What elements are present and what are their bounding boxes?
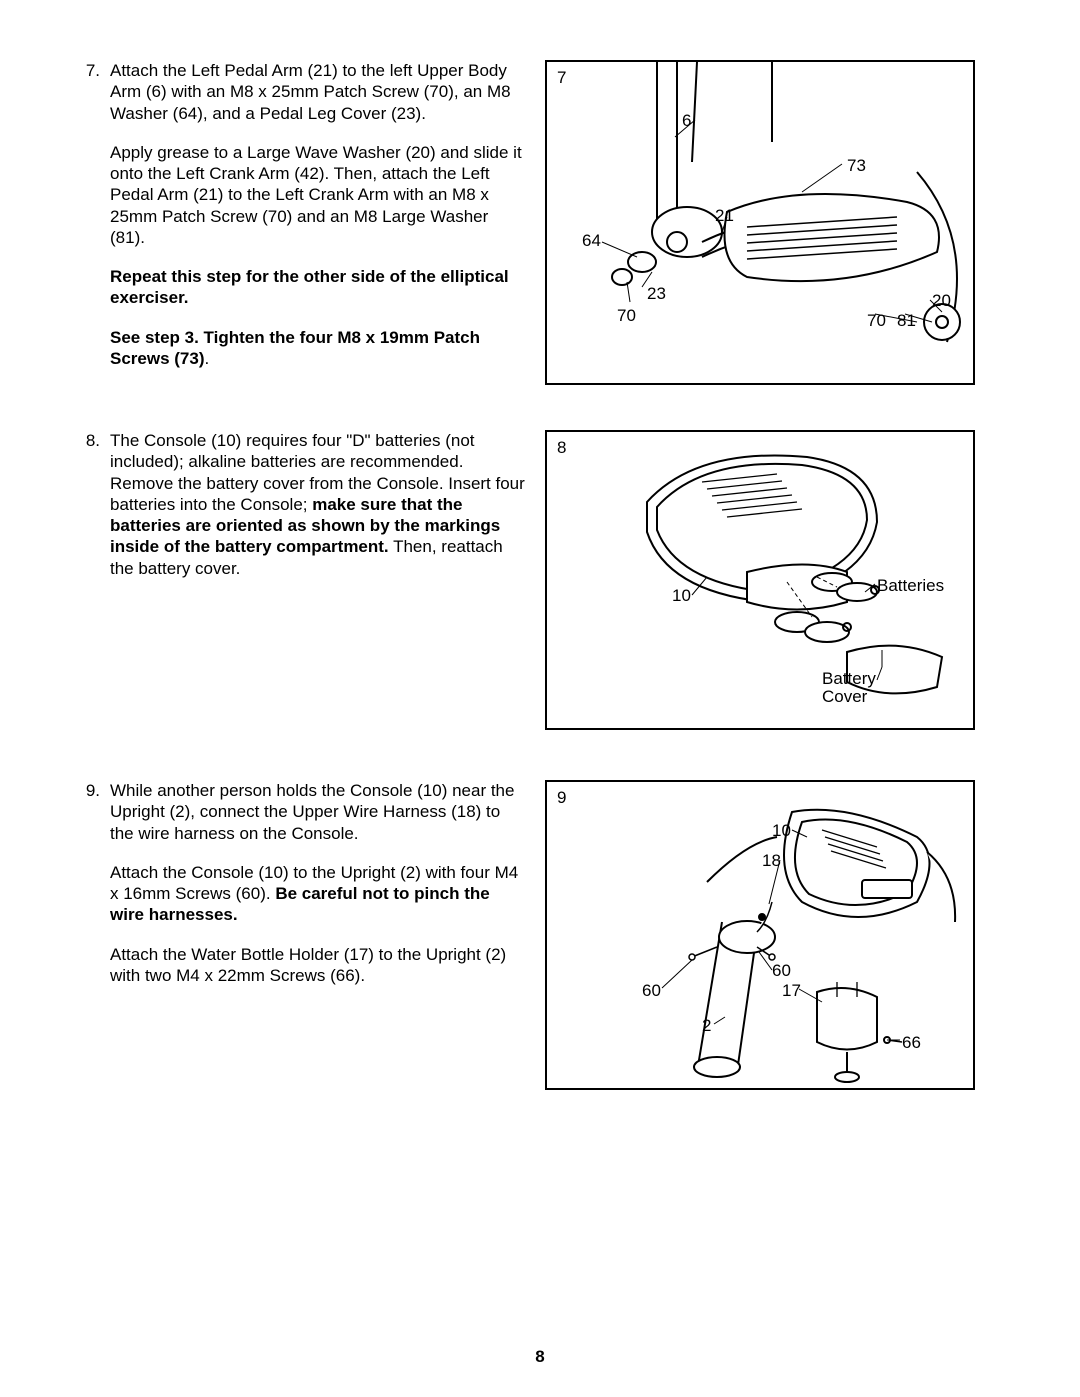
step-9: 9. While another person holds the Consol… xyxy=(70,780,1010,1090)
step-8: 8. The Console (10) requires four "D" ba… xyxy=(70,430,1010,740)
fig7-lbl-70a: 70 xyxy=(617,307,636,326)
fig9-lbl-66: 66 xyxy=(902,1034,921,1053)
step-8-number: 8. xyxy=(70,430,110,451)
figure-9: 9 xyxy=(545,780,975,1090)
figure-8-num: 8 xyxy=(557,438,566,458)
fig9-lbl-17: 17 xyxy=(782,982,801,1001)
fig7-lbl-73: 73 xyxy=(847,157,866,176)
figure-9-num: 9 xyxy=(557,788,566,808)
fig8-lbl-10: 10 xyxy=(672,587,691,606)
fig8-lbl-bat: Batteries xyxy=(877,577,944,596)
step-8-body: The Console (10) requires four "D" batte… xyxy=(110,430,525,579)
fig7-lbl-23: 23 xyxy=(647,285,666,304)
fig9-lbl-60a: 60 xyxy=(772,962,791,981)
fig7-lbl-20: 20 xyxy=(932,292,951,311)
step-7: 7. Attach the Left Pedal Arm (21) to the… xyxy=(70,60,1010,390)
step-9-number: 9. xyxy=(70,780,110,801)
fig8-lbl-bc1: Battery xyxy=(822,670,876,689)
figure-8: 8 xyxy=(545,430,975,730)
step-9-p2: Attach the Console (10) to the Upright (… xyxy=(110,862,525,926)
step-7-p2: Apply grease to a Large Wave Washer (20)… xyxy=(110,142,525,248)
step-7-body: Attach the Left Pedal Arm (21) to the le… xyxy=(110,60,525,369)
fig7-lbl-6: 6 xyxy=(682,112,691,131)
fig9-lbl-60b: 60 xyxy=(642,982,661,1001)
fig9-lbl-2: 2 xyxy=(702,1017,711,1036)
fig7-lbl-21: 21 xyxy=(715,207,734,226)
fig9-lbl-18: 18 xyxy=(762,852,781,871)
step-7-p3: Repeat this step for the other side of t… xyxy=(110,266,525,309)
step-7-p1: Attach the Left Pedal Arm (21) to the le… xyxy=(110,60,525,124)
fig7-lbl-70b: 70 xyxy=(867,312,886,331)
step-9-text: 9. While another person holds the Consol… xyxy=(70,780,525,986)
page-number: 8 xyxy=(0,1347,1080,1367)
figure-7-svg xyxy=(547,62,977,387)
step-7-number: 7. xyxy=(70,60,110,81)
fig8-lbl-bc2: Cover xyxy=(822,688,867,707)
fig7-lbl-81: 81 xyxy=(897,312,916,331)
fig7-lbl-64: 64 xyxy=(582,232,601,251)
figure-7-num: 7 xyxy=(557,68,566,88)
step-9-body: While another person holds the Console (… xyxy=(110,780,525,986)
step-9-p3: Attach the Water Bottle Holder (17) to t… xyxy=(110,944,525,987)
figure-7: 7 xyxy=(545,60,975,385)
step-9-p1: While another person holds the Console (… xyxy=(110,780,525,844)
step-7-p4: See step 3. Tighten the four M8 x 19mm P… xyxy=(110,327,525,370)
step-8-text: 8. The Console (10) requires four "D" ba… xyxy=(70,430,525,579)
step-7-text: 7. Attach the Left Pedal Arm (21) to the… xyxy=(70,60,525,369)
fig9-lbl-10: 10 xyxy=(772,822,791,841)
manual-page: 7. Attach the Left Pedal Arm (21) to the… xyxy=(0,0,1080,1397)
step-8-p1: The Console (10) requires four "D" batte… xyxy=(110,430,525,579)
